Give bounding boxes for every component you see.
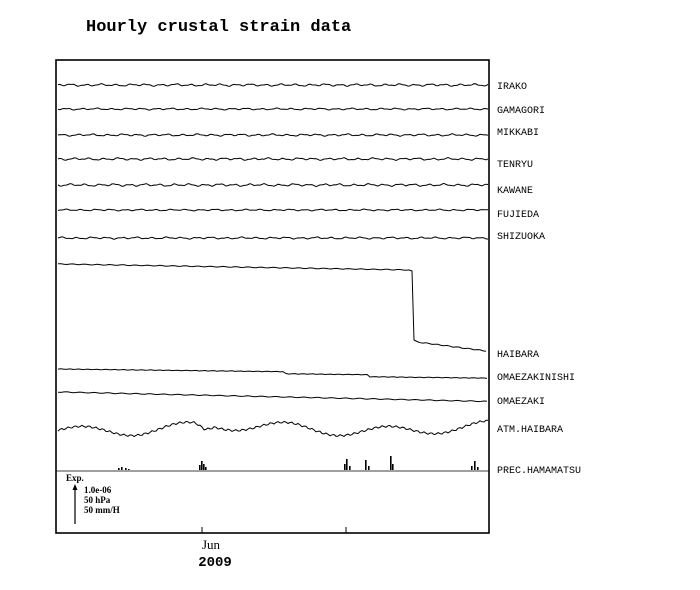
scale-legend-heading: Exp. [66,473,84,483]
prec-hamamatsu-bar-6 [203,464,205,470]
series-traces [57,83,489,470]
trace-haibara [58,263,487,352]
prec-hamamatsu-bar-13 [390,456,392,470]
series-label-mikkabi: MIKKABI [497,128,539,139]
x-year-label: 2009 [198,555,232,571]
prec-hamamatsu-bar-7 [205,467,207,470]
prec-hamamatsu-bar-1 [121,467,123,470]
trace-gamagori [57,107,489,111]
series-label-haibara: HAIBARA [497,350,539,361]
series-label-fujieda: FUJIEDA [497,210,539,221]
prec-hamamatsu-bar-5 [201,461,203,470]
prec-hamamatsu-bar-14 [392,464,394,470]
scale-legend-pressure: 50 hPa [84,495,111,505]
series-label-tenryu: TENRYU [497,160,533,171]
prec-hamamatsu-bar-9 [346,459,348,470]
series-label-irako: IRAKO [497,82,527,93]
prec-hamamatsu-bar-15 [471,466,473,470]
prec-hamamatsu-bar-11 [365,460,367,470]
prec-hamamatsu-bar-2 [125,468,127,470]
prec-hamamatsu-bar-0 [118,468,120,470]
scale-legend-strain: 1.0e-06 [84,485,112,495]
series-label-omaezaki: OMAEZAKI [497,397,545,408]
chart-title: Hourly crustal strain data [86,18,351,37]
trace-omaezaki [57,391,488,403]
prec-hamamatsu-bar-17 [477,467,479,470]
prec-hamamatsu-bar-3 [128,469,130,470]
x-tick-label-jun: Jun [202,537,221,552]
trace-tenryu [57,156,489,162]
prec-hamamatsu-bar-10 [349,466,351,470]
prec-hamamatsu-bar-4 [199,465,201,470]
trace-atm-haibara [57,419,489,438]
series-labels: IRAKO GAMAGORI MIKKABI TENRYU KAWANE FUJIEDA S… [497,82,581,477]
trace-kawane [57,182,489,188]
prec-hamamatsu-bar-12 [368,466,370,470]
plot-frame [55,59,490,534]
scale-arrow-head [72,484,78,490]
series-label-atm-haibara: ATM.HAIBARA [497,425,563,436]
series-label-kawane: KAWANE [497,186,533,197]
trace-omaezakinishi [57,368,488,379]
scale-legend: Exp. 1.0e-06 50 hPa 50 mm/H [66,473,120,524]
series-label-omaezakinishi: OMAEZAKINISHI [497,373,575,384]
trace-shizuoka [57,236,489,240]
trace-irako [57,83,489,87]
series-label-prec-hamamatsu: PREC.HAMAMATSU [497,466,581,477]
prec-hamamatsu-bar-16 [474,461,476,470]
trace-fujieda [57,208,489,212]
prec-hamamatsu-bar-8 [344,464,346,470]
series-label-shizuoka: SHIZUOKA [497,232,545,243]
scale-legend-precip: 50 mm/H [84,505,120,515]
trace-mikkabi [57,133,489,137]
series-label-gamagori: GAMAGORI [497,106,545,117]
